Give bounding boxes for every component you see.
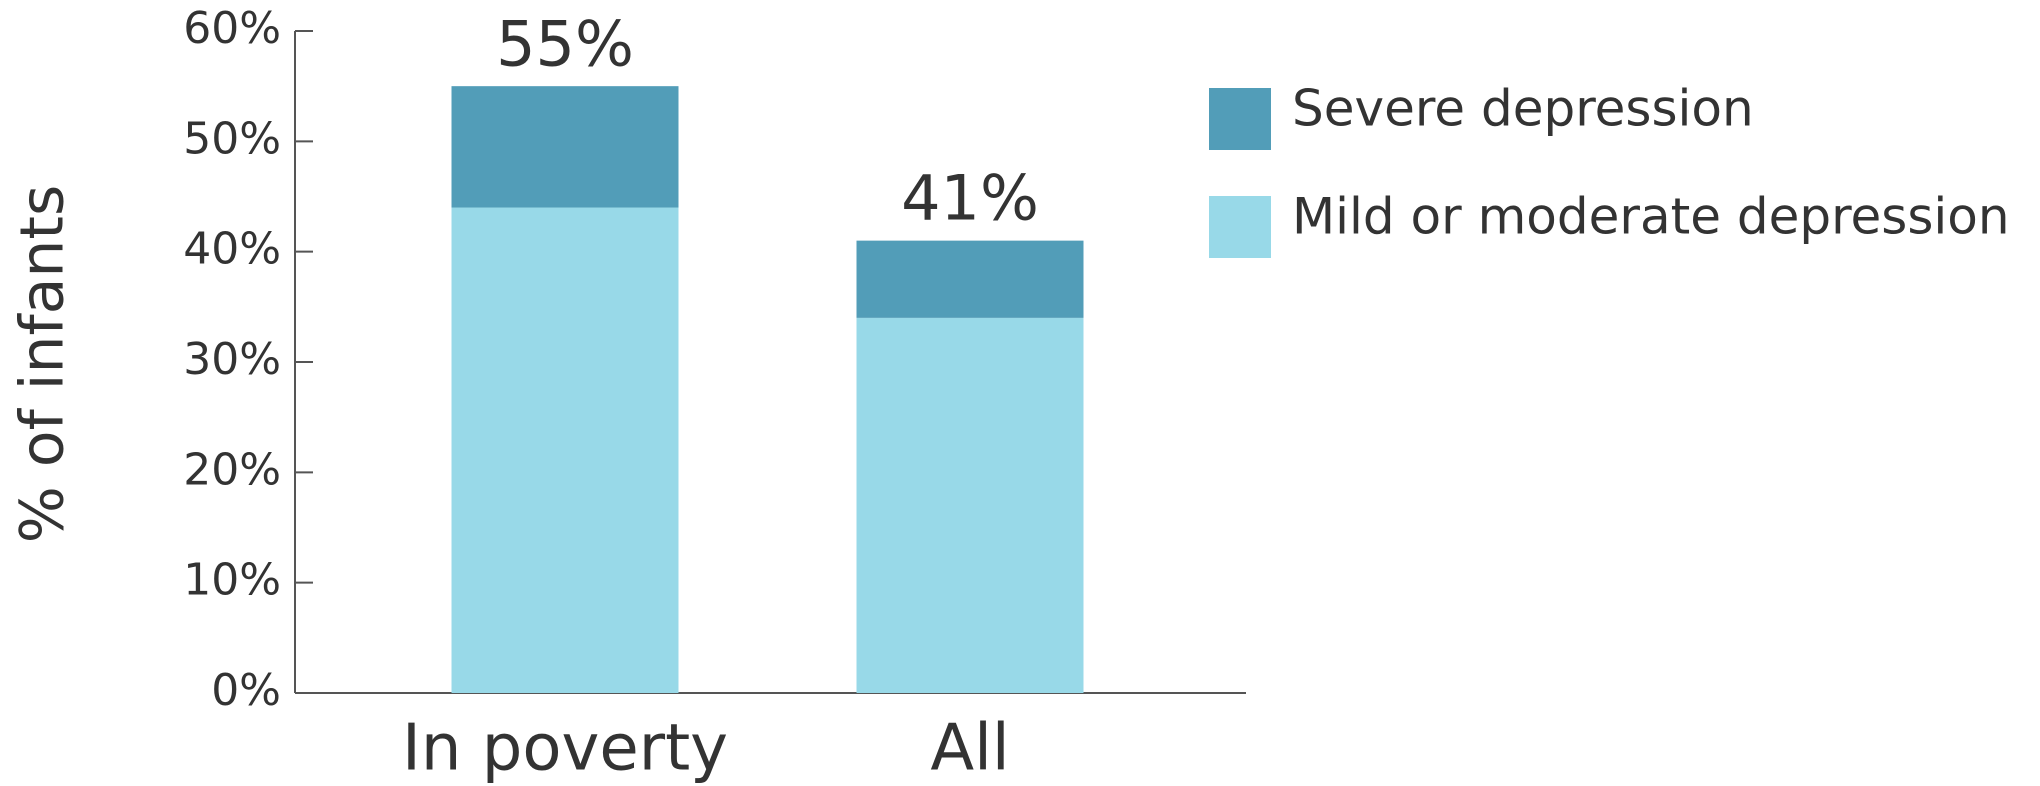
legend-label: Mild or moderate depression <box>1292 188 2010 246</box>
y-tick-label: 60% <box>183 3 281 54</box>
legend-swatch <box>1209 196 1271 258</box>
y-tick-label: 20% <box>183 444 281 495</box>
y-tick-label: 50% <box>183 113 281 164</box>
y-tick-label: 10% <box>183 555 281 606</box>
y-tick-label: 0% <box>211 665 281 716</box>
x-tick-label: In poverty <box>402 712 728 786</box>
total-label: 55% <box>496 7 634 80</box>
y-tick-label: 30% <box>183 334 281 385</box>
bar-segment <box>856 240 1084 318</box>
x-tick-label: All <box>930 712 1009 786</box>
bar-segment <box>451 207 679 694</box>
legend-swatch <box>1209 88 1271 150</box>
bar-segment <box>856 317 1084 693</box>
legend-label: Severe depression <box>1292 80 1754 138</box>
y-tick-label: 40% <box>183 224 281 275</box>
total-label: 41% <box>901 162 1039 235</box>
y-axis-label: % of infants <box>8 185 78 543</box>
bar-segment <box>451 86 679 208</box>
